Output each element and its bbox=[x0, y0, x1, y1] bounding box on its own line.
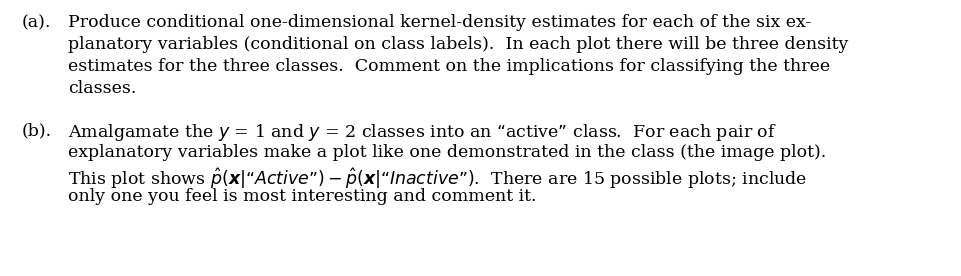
Text: explanatory variables make a plot like one demonstrated in the class (the image : explanatory variables make a plot like o… bbox=[68, 144, 825, 161]
Text: classes.: classes. bbox=[68, 80, 136, 97]
Text: This plot shows $\hat{p}(\boldsymbol{x}|$“$\mathit{Active}$”$) - \hat{p}(\boldsy: This plot shows $\hat{p}(\boldsymbol{x}|… bbox=[68, 166, 806, 191]
Text: estimates for the three classes.  Comment on the implications for classifying th: estimates for the three classes. Comment… bbox=[68, 58, 829, 75]
Text: Produce conditional one-dimensional kernel-density estimates for each of the six: Produce conditional one-dimensional kern… bbox=[68, 14, 810, 31]
Text: planatory variables (conditional on class labels).  In each plot there will be t: planatory variables (conditional on clas… bbox=[68, 36, 848, 53]
Text: (b).: (b). bbox=[22, 122, 52, 139]
Text: only one you feel is most interesting and comment it.: only one you feel is most interesting an… bbox=[68, 188, 536, 205]
Text: (a).: (a). bbox=[22, 14, 51, 31]
Text: Amalgamate the $y$ = 1 and $y$ = 2 classes into an “active” class.  For each pai: Amalgamate the $y$ = 1 and $y$ = 2 class… bbox=[68, 122, 776, 143]
